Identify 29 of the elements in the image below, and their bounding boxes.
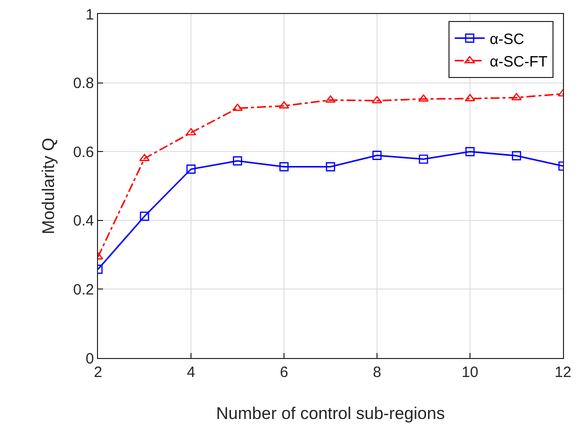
point — [325, 95, 336, 103]
point — [418, 154, 428, 164]
y-tick-label: 0.2 — [73, 281, 94, 298]
point — [326, 162, 336, 172]
x-tick-label: 8 — [372, 364, 382, 381]
y-axis-title: Modularity Q — [39, 138, 58, 234]
x-tick-label: 6 — [280, 364, 288, 381]
x-tick-label: 12 — [554, 364, 572, 381]
point — [511, 92, 522, 100]
point — [279, 162, 289, 172]
x-tick-label: 2 — [94, 364, 102, 381]
point — [418, 94, 429, 102]
x-tick-label: 10 — [462, 364, 478, 381]
point — [512, 151, 522, 160]
y-tick-label: 0.8 — [73, 75, 94, 92]
y-tick-label: 0 — [86, 350, 94, 368]
point — [186, 164, 196, 174]
y-tick-label: 0.4 — [73, 212, 94, 230]
point — [139, 154, 150, 162]
y-tick-label: 1 — [86, 6, 94, 24]
point — [465, 147, 475, 156]
point — [232, 156, 242, 166]
legend-label: α-SC-FT — [490, 53, 548, 70]
y-tick-label: 0.6 — [73, 144, 94, 161]
legend-label: α-SC — [490, 30, 524, 48]
x-tick-label: 4 — [186, 364, 196, 381]
point — [372, 150, 382, 160]
x-axis-title: Number of control sub-regions — [216, 404, 445, 423]
point — [140, 212, 150, 221]
